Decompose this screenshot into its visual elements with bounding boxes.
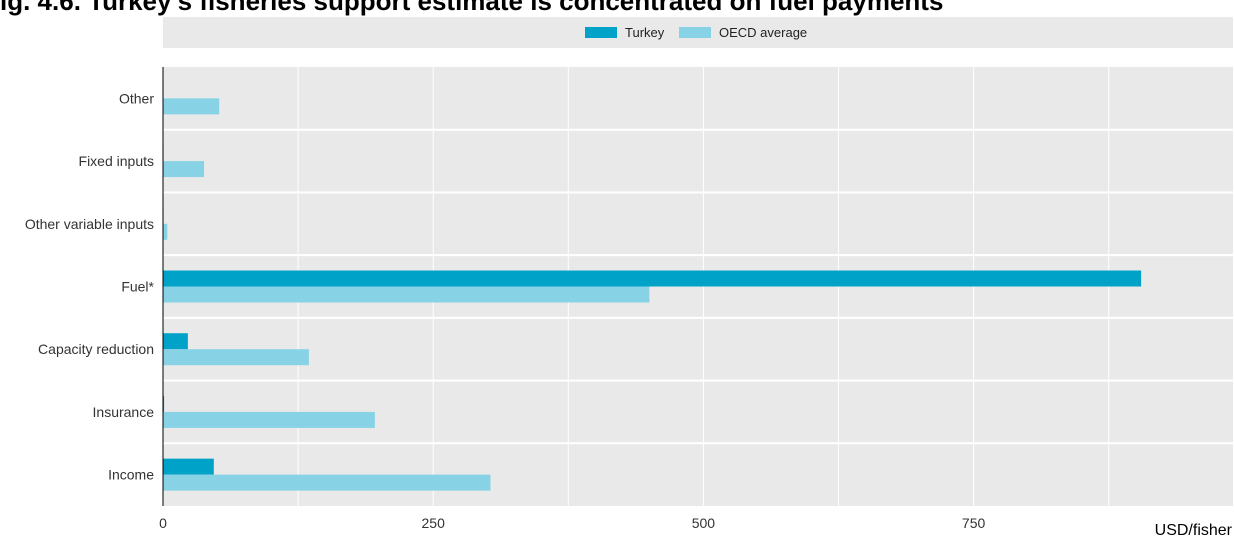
category-label: Insurance (93, 404, 155, 420)
bar-oecd-other-variable-inputs (163, 223, 168, 240)
x-tick-label: 250 (422, 515, 446, 531)
legend-item-oecd: OECD average (679, 25, 807, 41)
chart-title: ig. 4.6. Turkey's fisheries support esti… (0, 0, 944, 16)
bar-oecd-income (163, 474, 491, 491)
bar-turkey-fuel (163, 270, 1142, 287)
x-tick-label: 750 (962, 515, 986, 531)
category-label: Other variable inputs (25, 216, 154, 232)
category-label: Fixed inputs (79, 153, 154, 169)
legend-label-turkey: Turkey (625, 25, 665, 40)
legend: Turkey OECD average (163, 17, 1233, 48)
bar-oecd-insurance (163, 411, 375, 428)
bar-oecd-fixed-inputs (163, 161, 205, 178)
legend-swatch-turkey (585, 27, 617, 38)
bar-turkey-capacity-reduction (163, 333, 188, 350)
bar-oecd-fuel (163, 286, 650, 303)
bar-turkey-insurance (163, 395, 165, 412)
x-tick-label: 500 (692, 515, 716, 531)
bar-turkey-income (163, 458, 214, 475)
category-label: Other (119, 90, 154, 106)
legend-label-oecd: OECD average (719, 25, 808, 40)
bar-oecd-other (163, 98, 220, 115)
x-axis-unit-label: USD/fisher (1154, 522, 1232, 539)
category-label: Capacity reduction (38, 341, 154, 357)
bar-oecd-capacity-reduction (163, 349, 309, 366)
x-tick-label: 0 (159, 515, 167, 531)
category-label: Fuel* (121, 279, 154, 295)
category-label: Income (108, 467, 154, 483)
legend-item-turkey: Turkey (585, 25, 664, 41)
legend-swatch-oecd (679, 27, 711, 38)
